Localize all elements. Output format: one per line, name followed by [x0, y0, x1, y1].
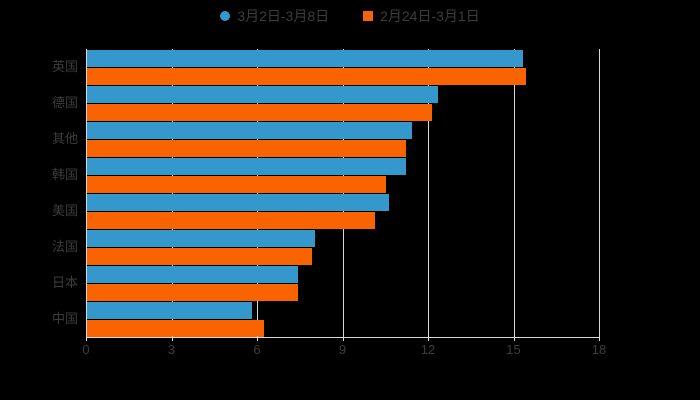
y-axis-label-5: 法国 [51, 239, 78, 254]
legend-square-marker-icon [363, 11, 374, 21]
x-tick-label-18: 18 [591, 342, 607, 357]
bar-group [87, 49, 600, 85]
legend-item-series-1[interactable]: 3月2日-3月8日 [220, 8, 329, 24]
bar[interactable] [87, 247, 313, 265]
y-axis-label-4: 美国 [51, 203, 78, 218]
bar[interactable] [87, 103, 432, 121]
x-axis-tick-labels: 0 3 6 9 12 15 18 [82, 336, 606, 362]
bar[interactable] [87, 211, 375, 229]
legend-label-series-1: 3月2日-3月8日 [237, 8, 330, 24]
y-axis-label-1: 德国 [51, 95, 78, 110]
bar[interactable] [87, 139, 407, 157]
bar[interactable] [87, 193, 390, 211]
gridline [599, 49, 600, 337]
y-axis-line [86, 49, 87, 337]
chart-legend: 3月2日-3月8日 2月24日-3月1日 [0, 8, 700, 24]
bar[interactable] [87, 121, 412, 139]
bar[interactable] [87, 157, 407, 175]
x-tick-label-12: 12 [420, 342, 436, 357]
x-tick-mark [171, 336, 173, 341]
bar[interactable] [87, 265, 298, 283]
bar-group [87, 301, 600, 337]
legend-circle-marker-icon [220, 11, 231, 21]
x-tick-mark [257, 336, 258, 341]
bar-group [87, 157, 600, 193]
bar-group [87, 121, 600, 157]
bar[interactable] [87, 229, 315, 247]
y-axis-label-3: 韩国 [51, 167, 78, 182]
y-axis-label-0: 英国 [51, 59, 78, 74]
y-axis-label-2: 其他 [51, 131, 78, 146]
y-axis-label-7: 中国 [51, 311, 78, 326]
x-tick-label-9: 9 [338, 342, 347, 357]
gridline [171, 49, 173, 337]
bar[interactable] [87, 67, 526, 85]
bar-group [87, 229, 600, 265]
bar-group [87, 265, 600, 301]
bar[interactable] [87, 175, 387, 193]
bar-group [87, 193, 600, 229]
y-axis-category-labels: 英国德国其他韩国美国法国日本中国 [0, 49, 78, 337]
bar[interactable] [87, 283, 298, 301]
bar[interactable] [87, 85, 438, 103]
bar[interactable] [87, 319, 264, 337]
legend-label-series-2: 2月24日-3月1日 [380, 8, 480, 24]
x-tick-mark [342, 336, 344, 341]
bar[interactable] [87, 49, 524, 67]
bar[interactable] [87, 301, 253, 319]
x-tick-mark [86, 336, 87, 341]
gridline [342, 49, 344, 337]
y-axis-label-6: 日本 [51, 275, 78, 290]
x-tick-mark [599, 336, 600, 341]
gridline [428, 49, 429, 337]
bar-group [87, 85, 600, 121]
x-tick-mark [428, 336, 429, 341]
gridline [257, 49, 258, 337]
x-tick-label-0: 0 [82, 342, 90, 357]
x-tick-label-15: 15 [506, 342, 521, 357]
plot-area [86, 49, 600, 338]
gridline [513, 49, 515, 337]
x-tick-label-6: 6 [253, 342, 261, 357]
x-tick-mark [513, 336, 515, 341]
x-tick-label-3: 3 [167, 342, 176, 357]
legend-item-series-2[interactable]: 2月24日-3月1日 [363, 8, 480, 24]
